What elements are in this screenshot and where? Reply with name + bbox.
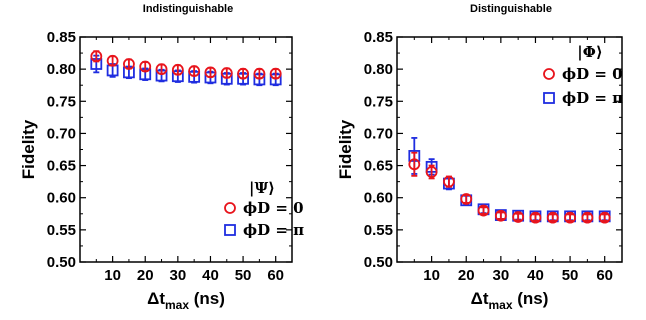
data-point-circle	[425, 166, 438, 178]
x-tick-label: 10	[423, 267, 440, 284]
data-point-circle	[512, 211, 525, 223]
legend-label-phi-d-pi: ϕD = π	[243, 221, 304, 239]
data-point-circle	[529, 211, 542, 224]
legend-marker-circle	[543, 68, 555, 80]
y-tick-label: 0.85	[47, 29, 76, 46]
data-point-circle	[123, 58, 135, 70]
x-tick-label: 30	[170, 267, 187, 284]
data-point-circle	[564, 211, 576, 224]
legend-title: |Φ⟩	[577, 43, 602, 61]
chart-title: Indistinguishable	[143, 3, 233, 15]
y-tick-label: 0.75	[364, 93, 393, 110]
data-point-circle	[155, 63, 168, 76]
y-tick-label: 0.80	[364, 61, 393, 78]
y-tick-label: 0.65	[47, 158, 76, 175]
y-tick-label: 0.65	[364, 158, 393, 175]
chart-panel-1: Indistinguishable 0.50 0.55 0.60 0.65 0.70 0.7…	[19, 3, 304, 312]
x-tick-label: 60	[596, 267, 613, 284]
y-tick-label: 0.70	[364, 125, 393, 142]
y-tick-label: 0.75	[47, 93, 76, 110]
data-point-circle	[237, 67, 249, 80]
x-tick-label: 50	[235, 267, 252, 284]
series-phi-d-pi	[90, 54, 282, 87]
data-point-circle	[598, 211, 611, 224]
legend-marker-square	[543, 92, 555, 104]
chart-title: Distinguishable	[470, 3, 552, 15]
data-point-circle	[494, 209, 507, 222]
legend-marker-circle	[224, 202, 236, 214]
x-axis-label: Δtmax (ns)	[147, 289, 225, 312]
data-point-circle	[269, 67, 282, 80]
data-point-circle	[139, 60, 152, 73]
y-tick-label: 0.50	[364, 254, 393, 271]
series-phi-d-pi	[408, 137, 611, 223]
chart-panel-2: Distinguishable 0.50 0.55 0.60 0.65 0.70 0.75 0…	[336, 3, 623, 312]
data-point-circle	[253, 67, 266, 80]
x-axis-label: Δtmax (ns)	[471, 289, 549, 312]
x-axis-label-sub: max	[165, 298, 189, 312]
legend-label-phi-d-0: ϕD = 0	[243, 199, 304, 217]
data-point-circle	[204, 66, 217, 79]
data-point-circle	[220, 67, 233, 79]
y-tick-label: 0.60	[364, 190, 393, 207]
data-point-circle	[171, 63, 184, 76]
y-tick-label: 0.60	[47, 190, 76, 207]
data-point-circle	[188, 65, 201, 77]
x-tick-label: 20	[458, 267, 475, 284]
x-axis-label-unit: (ns)	[189, 289, 225, 308]
y-axis-label: Fidelity	[19, 119, 38, 179]
y-tick-label: 0.55	[47, 222, 76, 239]
legend: |Φ⟩ ϕD = 0 ϕD = π	[543, 43, 623, 107]
x-tick-label: 40	[527, 267, 544, 284]
y-tick-label: 0.50	[47, 254, 76, 271]
x-axis-label-main: Δt	[147, 289, 165, 308]
legend: |Ψ⟩ ϕD = 0 ϕD = π	[224, 179, 304, 239]
series-phi-d-0	[90, 50, 282, 80]
x-axis-label-unit: (ns)	[513, 289, 549, 308]
x-tick-label: 20	[137, 267, 154, 284]
x-tick-label: 40	[202, 267, 219, 284]
data-point-circle	[477, 204, 490, 217]
legend-marker-square	[224, 224, 236, 236]
x-axis-label-main: Δt	[471, 289, 489, 308]
data-point-circle	[460, 193, 473, 205]
y-tick-label: 0.85	[364, 29, 393, 46]
data-point-circle	[546, 211, 559, 224]
x-tick-label: 60	[267, 267, 284, 284]
x-tick-label: 30	[493, 267, 510, 284]
data-point-circle	[90, 50, 103, 63]
x-tick-label: 50	[562, 267, 579, 284]
y-axis-label: Fidelity	[336, 119, 355, 179]
data-point-circle	[408, 158, 421, 171]
y-tick-label: 0.55	[364, 222, 393, 239]
legend-title: |Ψ⟩	[249, 179, 275, 197]
data-point-circle	[106, 54, 119, 67]
legend-label-phi-d-0: ϕD = 0	[562, 65, 623, 83]
legend-label-phi-d-pi: ϕD = π	[562, 89, 623, 107]
data-point-circle	[581, 211, 594, 224]
x-tick-label: 10	[104, 267, 121, 284]
data-point-circle	[443, 175, 455, 188]
x-axis-label-sub: max	[488, 298, 512, 312]
y-tick-label: 0.80	[47, 61, 76, 78]
y-tick-label: 0.70	[47, 125, 76, 142]
series-phi-d-0	[408, 151, 611, 224]
